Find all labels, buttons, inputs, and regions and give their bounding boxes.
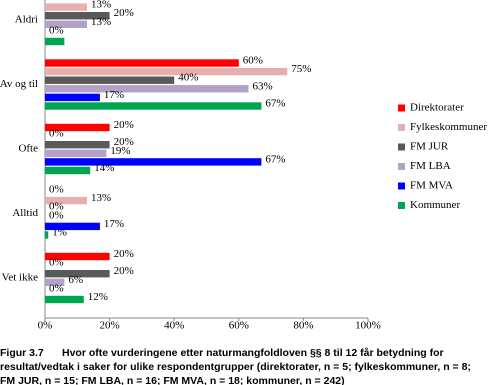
bar [45,158,262,166]
bar [45,20,87,28]
data-label: 14% [94,162,114,174]
caption-line: resultat/vedtak i saker for ulike respon… [0,361,471,373]
bar [45,222,100,231]
data-label: 6% [68,274,83,286]
x-tick-label: 20% [100,320,120,332]
data-label: 63% [252,80,272,92]
data-label: 17% [104,89,124,101]
legend-label: FM MVA [410,180,453,192]
data-label: 67% [265,98,285,110]
caption-line: FM JUR, n = 15; FM LBA, n = 16; FM MVA, … [0,375,345,385]
data-label: 67% [265,153,285,165]
legend-label: Kommuner [410,199,460,211]
data-label: 13% [91,16,111,28]
bar [45,3,87,11]
x-tick-label: 100% [355,320,381,332]
category-label: Alltid [12,207,38,219]
data-label: 0% [49,128,64,140]
x-tick-label: 40% [164,320,184,332]
legend-swatch [398,163,405,170]
category-label: Aldri [15,14,38,26]
legend-swatch [398,202,405,209]
bar [45,67,288,76]
data-label: 20% [114,248,134,260]
data-label: 60% [243,55,263,67]
bar [45,85,249,93]
data-label: 12% [88,291,108,303]
data-label: 0% [49,0,64,2]
data-label: 1% [52,227,67,239]
bar [45,37,65,46]
bar [45,270,110,278]
data-label: 20% [114,265,134,277]
bar [45,295,84,304]
data-label: 40% [178,72,198,84]
bar [45,93,100,102]
data-label: 20% [114,136,134,148]
data-label: 0% [49,201,64,213]
data-label: 0% [49,257,64,269]
legend-label: FM LBA [410,160,451,172]
x-tick-label: 60% [229,320,249,332]
x-tick-label: 0% [38,320,53,332]
bar [45,278,65,286]
caption-label: Figur 3.7 [0,347,44,359]
bar [45,141,110,149]
bar [45,102,262,110]
x-tick-label: 80% [293,320,313,332]
legend-label: Fylkeskommuner [410,121,487,133]
bar [45,166,91,175]
data-label: 0% [49,24,64,36]
bar [45,196,87,205]
category-label: Ofte [18,143,38,155]
category-label: Av og til [0,78,38,90]
bar [45,149,107,157]
data-label: 20% [114,119,134,131]
data-label: 13% [91,192,111,204]
legend-swatch [398,104,405,112]
legend-label: Direktorater [410,102,464,114]
data-label: 0% [49,209,64,221]
data-label: 0% [49,184,64,196]
caption-line: Hvor ofte vurderingene etter naturmangfo… [62,347,444,359]
data-label: 17% [104,218,124,230]
bar [45,252,110,261]
legend-label: FM JUR [410,141,449,153]
data-label: 75% [291,63,311,75]
legend-swatch [398,124,405,131]
bar [45,123,110,132]
data-label: 0% [49,282,64,294]
bar [45,59,239,67]
category-label: Vet ikke [2,272,38,284]
bar [45,76,175,84]
data-label: 13% [91,0,111,11]
bar [45,231,49,239]
data-label: 20% [114,7,134,19]
legend-swatch [398,143,405,151]
bar [45,12,110,20]
data-label: 19% [110,145,130,157]
legend-swatch [398,182,405,190]
